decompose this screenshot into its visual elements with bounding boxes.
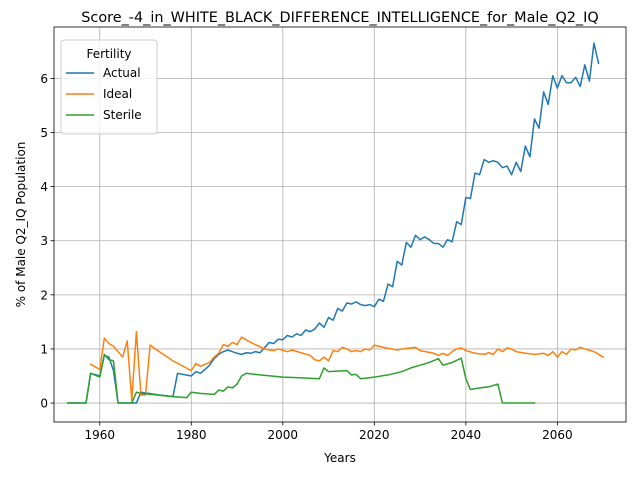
x-tick-label: 2060 [542,428,573,442]
x-tick-label: 2000 [268,428,299,442]
y-tick-label: 6 [40,72,48,86]
legend-items: Actual Ideal Sterile [66,66,142,122]
y-tick-label: 1 [40,342,48,356]
plot-frame [53,26,627,423]
legend-label-sterile: Sterile [103,108,142,122]
legend: Fertility Actual Ideal Sterile [60,39,158,135]
series-line-ideal [89,330,605,402]
chart-title: Score_-4_in_WHITE_BLACK_DIFFERENCE_INTEL… [81,10,598,26]
legend-label-ideal: Ideal [103,87,132,101]
legend-label-actual: Actual [103,66,141,80]
x-tick-label: 2040 [451,428,482,442]
y-axis-ticks: 0 1 2 3 4 5 6 [40,72,54,411]
x-tick-label: 2020 [359,428,390,442]
y-tick-label: 5 [40,126,48,140]
y-tick-label: 3 [40,234,48,248]
series-line-actual [66,42,600,404]
y-axis-label: % of Male Q2_IQ Population [14,142,28,308]
y-tick-label: 0 [40,397,48,411]
series-line-sterile [66,353,536,404]
x-tick-label: 1980 [176,428,207,442]
y-tick-label: 4 [40,180,48,194]
series-layer [66,42,605,404]
y-tick-label: 2 [40,288,48,302]
x-tick-label: 1960 [84,428,115,442]
legend-box [60,39,158,135]
legend-title: Fertility [86,47,131,61]
x-axis-ticks: 1960 1980 2000 2020 2040 2060 [84,422,573,442]
x-axis-label: Years [323,451,356,465]
